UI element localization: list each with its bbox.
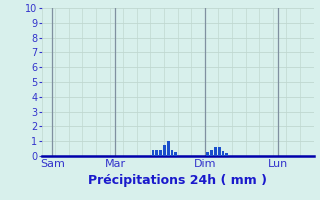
Bar: [221, 151, 224, 156]
Bar: [210, 150, 213, 156]
Bar: [218, 147, 220, 156]
Bar: [163, 145, 166, 156]
Bar: [225, 153, 228, 156]
X-axis label: Précipitations 24h ( mm ): Précipitations 24h ( mm ): [88, 174, 267, 187]
Bar: [174, 152, 177, 156]
Bar: [171, 150, 173, 156]
Bar: [156, 150, 158, 156]
Bar: [214, 147, 217, 156]
Bar: [152, 150, 155, 156]
Bar: [159, 150, 162, 156]
Bar: [206, 152, 209, 156]
Bar: [167, 141, 170, 156]
